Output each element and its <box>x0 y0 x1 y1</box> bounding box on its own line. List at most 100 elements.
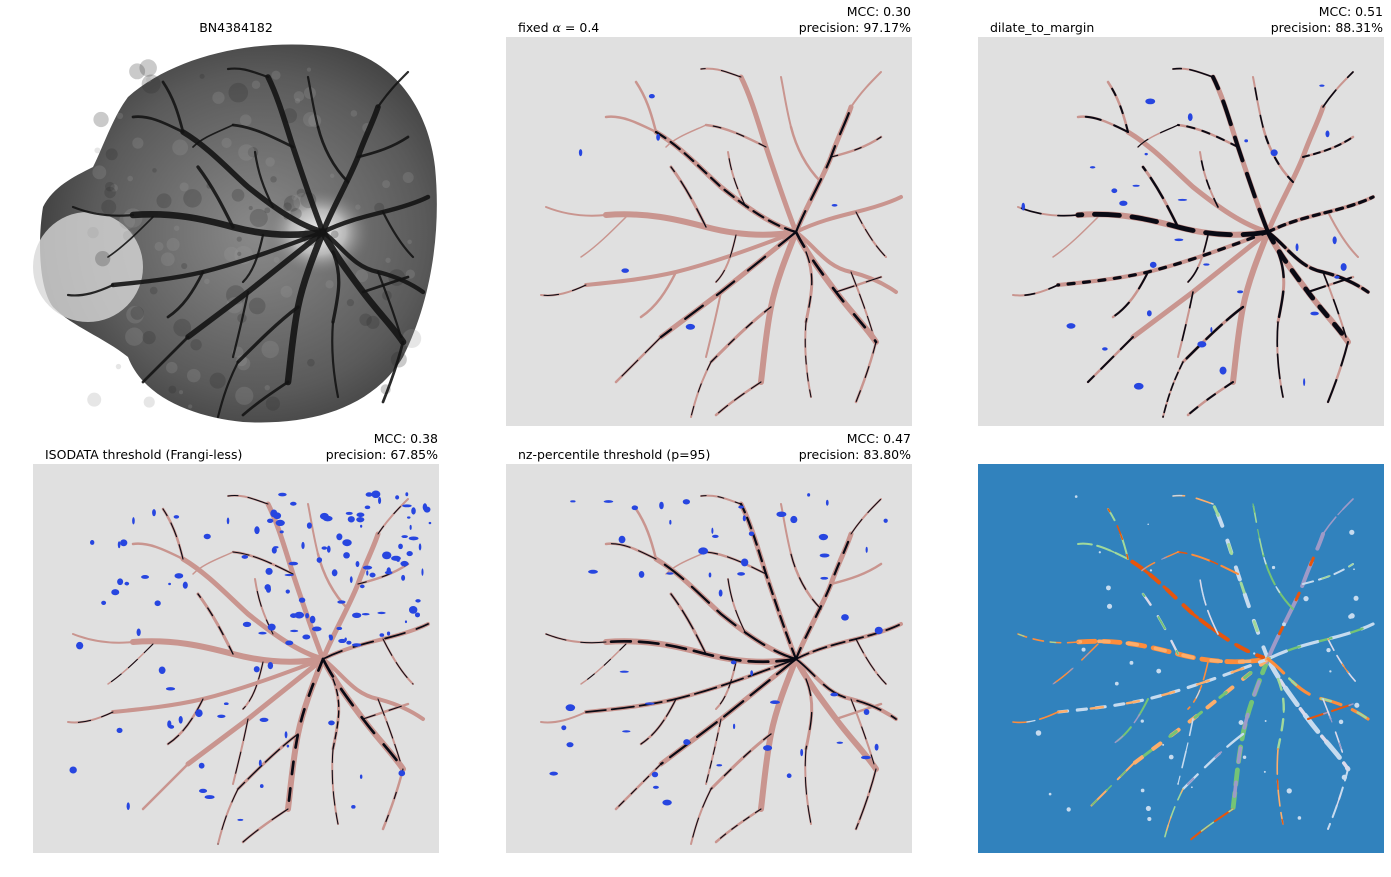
false-positive-blob <box>267 518 274 523</box>
false-positive-blob <box>685 323 696 330</box>
label-segment <box>1077 542 1129 560</box>
false-positive-blob <box>226 517 230 525</box>
true-positive-vessel <box>855 638 887 685</box>
false-positive-blob <box>242 621 252 628</box>
label-speck <box>1242 755 1247 760</box>
true-positive-vessel <box>705 718 722 785</box>
false-positive-blob <box>398 770 406 777</box>
true-positive-vessel <box>217 788 239 845</box>
false-positive-blob <box>1144 152 1148 156</box>
false-positive-blob <box>408 606 418 614</box>
true-positive-vessel <box>1107 81 1129 133</box>
true-positive-vessel <box>242 661 264 710</box>
background <box>506 464 912 853</box>
false-positive-blob <box>174 573 184 579</box>
false-positive-blob <box>400 560 409 567</box>
false-positive-blob <box>316 557 323 563</box>
ground-truth-vessel <box>131 542 185 561</box>
true-positive-vessel <box>1322 71 1354 108</box>
true-positive-vessel <box>1177 124 1239 148</box>
false-positive-blob <box>1295 243 1299 252</box>
false-positive-blob <box>819 553 830 558</box>
label-segment <box>1231 657 1270 811</box>
label-speck <box>1353 568 1355 571</box>
precision-value: precision: 67.85% <box>325 447 438 462</box>
true-positive-vessel <box>1276 250 1285 324</box>
false-positive-blob <box>818 533 829 541</box>
true-positive-vessel <box>705 124 767 148</box>
false-positive-blob <box>409 524 412 530</box>
false-positive-blob <box>1303 378 1306 386</box>
label-speck <box>1349 529 1355 535</box>
ground-truth-vessel <box>141 762 190 811</box>
false-positive-blob <box>1270 149 1278 157</box>
false-positive-blob <box>831 204 838 207</box>
false-positive-blob <box>258 631 267 635</box>
label-speck <box>1286 788 1292 794</box>
false-positive-blob <box>1089 166 1096 169</box>
false-positive-blob <box>578 149 583 157</box>
false-positive-blob <box>666 572 674 575</box>
label-speck <box>1140 719 1144 723</box>
false-positive-blob <box>732 723 736 729</box>
false-positive-blob <box>1174 238 1184 242</box>
false-positive-blob <box>737 572 746 576</box>
label-segment <box>1142 593 1179 655</box>
false-positive-blob <box>154 600 161 607</box>
label-segment <box>1302 563 1354 585</box>
ground-truth-vessel <box>192 551 234 575</box>
false-positive-blob <box>1244 139 1249 143</box>
false-positive-blob <box>288 561 299 566</box>
false-positive-blob <box>740 558 749 567</box>
true-positive-vessel <box>850 498 882 535</box>
panel-nz-percentile-image <box>506 464 912 853</box>
false-positive-blob <box>365 492 373 497</box>
true-positive-vessel <box>727 578 747 635</box>
false-positive-blob <box>631 505 639 511</box>
false-positive-blob <box>259 717 269 722</box>
label-segment <box>1126 557 1270 661</box>
ground-truth-vessel <box>634 80 658 134</box>
false-positive-blob <box>328 720 335 726</box>
ground-truth-vessel <box>780 76 792 128</box>
false-positive-blob <box>278 492 287 497</box>
false-positive-blob <box>662 799 672 806</box>
label-segment <box>1112 698 1149 745</box>
false-positive-blob <box>621 268 629 273</box>
true-positive-vessel <box>830 136 882 158</box>
label-speck <box>1271 565 1276 570</box>
true-positive-vessel <box>1252 76 1264 128</box>
panel-fixed-alpha-title-prefix: fixed <box>518 20 553 35</box>
true-positive-vessel <box>1302 136 1354 158</box>
false-positive-blob <box>273 546 279 549</box>
false-positive-blob <box>355 561 360 568</box>
false-positive-blob <box>267 661 274 670</box>
false-positive-blob <box>565 704 576 712</box>
panel-dilate-metrics: MCC: 0.51 precision: 88.31% <box>1271 4 1383 36</box>
label-speck <box>1048 792 1052 796</box>
false-positive-blob <box>807 493 811 497</box>
false-positive-blob <box>1133 382 1144 390</box>
ground-truth-vessel <box>580 216 627 258</box>
false-positive-blob <box>345 511 353 515</box>
label-speck <box>1066 807 1071 812</box>
true-positive-vessel <box>545 633 607 644</box>
false-positive-blob <box>152 509 156 517</box>
label-segment <box>1277 678 1285 750</box>
background <box>978 37 1384 426</box>
false-positive-blob <box>290 613 298 618</box>
label-segment <box>1177 718 1194 785</box>
false-positive-blob <box>168 582 171 586</box>
ground-truth-vessel <box>1125 129 1271 235</box>
label-segment <box>1262 553 1294 610</box>
false-positive-blob <box>359 584 365 589</box>
false-positive-blob <box>237 818 244 821</box>
precision-value: precision: 83.80% <box>798 447 911 462</box>
false-positive-blob <box>126 802 130 810</box>
false-positive-blob <box>90 540 95 545</box>
false-positive-blob <box>117 578 124 586</box>
false-positive-blob <box>408 536 419 541</box>
false-positive-blob <box>1187 113 1193 121</box>
true-positive-vessel <box>580 643 627 685</box>
false-positive-blob <box>748 531 755 537</box>
